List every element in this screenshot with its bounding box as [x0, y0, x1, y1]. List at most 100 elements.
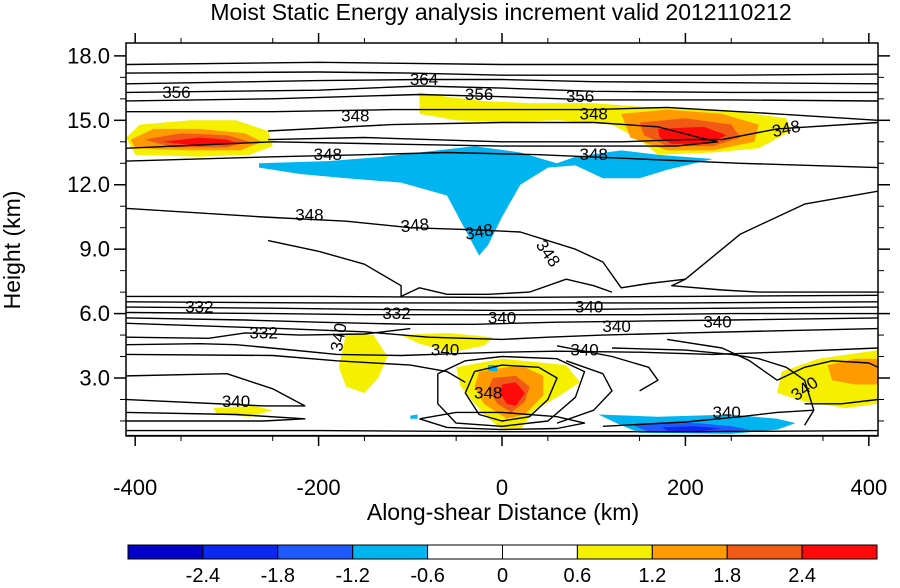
shaded-region [401, 332, 493, 353]
contour-label: 340 [570, 341, 598, 360]
contour-label: 332 [249, 323, 277, 342]
contour-line [126, 306, 878, 312]
colorbar-box [801, 544, 878, 560]
contour-label: 332 [382, 304, 410, 323]
x-tick-label: 0 [496, 475, 508, 500]
contour-line [268, 121, 878, 143]
contour-line [126, 327, 411, 339]
colorbar-box [352, 544, 429, 560]
contour-line [126, 311, 878, 316]
contour-line [126, 61, 878, 66]
contour-label: 364 [410, 70, 438, 89]
contour-line [126, 429, 878, 433]
contour-label: 348 [400, 215, 430, 236]
contour-label: 348 [341, 107, 369, 126]
shaded-region [259, 146, 713, 256]
contour-label: 340 [222, 392, 250, 411]
contour-line [556, 345, 659, 392]
y-tick-label: 12.0 [67, 172, 110, 197]
contour-line [126, 78, 878, 85]
contour-label: 356 [465, 85, 493, 104]
colorbar-box [127, 544, 204, 560]
contour-line [776, 360, 878, 381]
contour-line [126, 106, 878, 121]
axes: -400 -200 0 200 400 3.0 6.0 9.0 12.0 15.0 18.0 [67, 33, 890, 500]
contour-label: 332 [185, 298, 213, 317]
contour-line [126, 121, 719, 149]
contour-line [419, 411, 586, 431]
contour-line [126, 190, 878, 289]
contour-line [126, 343, 878, 357]
y-tick-label: 18.0 [67, 43, 110, 68]
shading-layer [126, 92, 878, 434]
contour-line [611, 347, 815, 426]
contour-label: 356 [566, 87, 594, 106]
contour-line [126, 294, 878, 299]
contour-label: 340 [713, 403, 741, 422]
colorbar-label: 0.6 [563, 565, 591, 583]
contour-line [267, 239, 613, 298]
colorbar-box [202, 544, 279, 560]
x-tick-label: -400 [113, 475, 157, 500]
colorbar-box [277, 544, 354, 560]
contour-label: 340 [431, 341, 459, 360]
colorbar-box [726, 544, 803, 560]
contour-line [126, 71, 878, 76]
contour-label: 340 [488, 308, 516, 327]
contour-line [804, 398, 878, 405]
y-tick-label: 6.0 [79, 301, 110, 326]
contour-line [671, 278, 878, 293]
y-tick-label: 3.0 [79, 366, 110, 391]
contour-label: 348 [314, 145, 342, 164]
shaded-region [410, 414, 418, 419]
contour-label: 356 [162, 83, 190, 102]
contour-label: 340 [575, 298, 603, 317]
shaded-region [662, 426, 723, 432]
contour-label: 348 [474, 384, 502, 403]
colorbar-label: 0 [497, 565, 508, 583]
contour-line [126, 411, 306, 422]
contour-line [556, 360, 613, 424]
contour-label: 340 [602, 317, 630, 336]
contour-label: 340 [327, 322, 351, 353]
contour-label: 348 [532, 236, 564, 270]
x-tick-label: 400 [850, 475, 887, 500]
contour-line [126, 151, 878, 169]
y-axis-label: Height (km) [0, 191, 25, 310]
contour-line [666, 338, 778, 381]
colorbar: -2.4 -1.8 -1.2 -0.6 0 0.6 1.2 1.8 2.4 [127, 544, 878, 587]
contour-line [126, 93, 878, 102]
x-axis-label: Along-shear Distance (km) [367, 499, 639, 525]
colorbar-box [427, 544, 504, 560]
contour-label: 348 [295, 205, 323, 224]
colorbar-label: -0.6 [410, 565, 444, 583]
colorbar-label: 1.2 [638, 565, 666, 583]
colorbar-label: -1.2 [335, 565, 369, 583]
contour-label: 348 [580, 145, 608, 164]
colorbar-box [502, 544, 578, 560]
chart-title: Moist Static Energy analysis increment v… [210, 0, 791, 25]
contour-line [126, 353, 466, 383]
contour-line [126, 85, 878, 94]
contour-label: 348 [580, 104, 608, 123]
colorbar-label: 1.8 [713, 565, 741, 583]
colorbar-label: 2.4 [788, 565, 816, 583]
contour-label: 340 [703, 313, 731, 332]
y-tick-label: 15.0 [67, 108, 110, 133]
colorbar-box [651, 544, 728, 560]
contour-line [126, 322, 878, 341]
contour-label: 348 [463, 220, 494, 244]
contour-line [126, 317, 878, 325]
colorbar-label: -1.8 [261, 565, 295, 583]
shaded-region [827, 358, 878, 385]
contour-line [126, 373, 306, 407]
shaded-region [500, 382, 525, 406]
contour-line [126, 301, 878, 304]
contour-line [464, 364, 558, 422]
y-tick-label: 9.0 [79, 237, 110, 262]
x-tick-label: 200 [667, 475, 704, 500]
colorbar-box [576, 544, 653, 560]
